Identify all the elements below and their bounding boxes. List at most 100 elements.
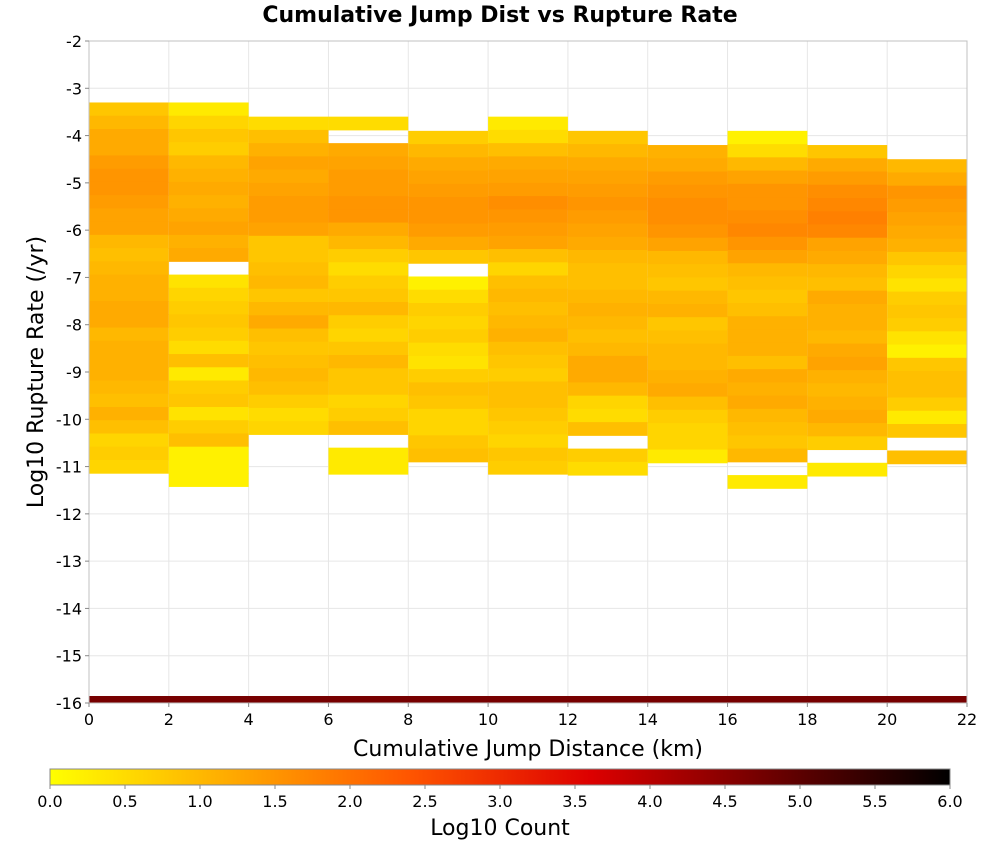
heatmap-cell — [647, 237, 728, 252]
heatmap-cell — [168, 354, 249, 368]
heatmap-cell — [807, 250, 888, 265]
heatmap-cell — [168, 234, 249, 249]
heatmap-cell — [727, 223, 808, 238]
heatmap-cell — [727, 369, 808, 383]
heatmap-bottom-row — [89, 696, 967, 703]
heatmap-cell — [567, 422, 648, 436]
heatmap-cell — [807, 158, 888, 173]
heatmap-cell — [887, 424, 967, 438]
heatmap-cell — [408, 355, 489, 370]
y-tick-label: -3 — [66, 79, 82, 98]
heatmap-cell — [248, 182, 329, 197]
y-axis-label: Log10 Rupture Rate (/yr) — [24, 236, 49, 508]
heatmap-cell — [328, 381, 409, 396]
heatmap-cell — [887, 371, 967, 385]
heatmap-cell — [567, 144, 648, 158]
heatmap-cell — [887, 198, 967, 213]
x-tick-label: 0 — [84, 710, 94, 729]
heatmap-cell — [887, 159, 967, 173]
heatmap-cell — [328, 341, 409, 356]
y-tick-label: -7 — [66, 268, 82, 287]
heatmap-cell — [807, 436, 888, 451]
heatmap-cell — [727, 183, 808, 198]
colorbar-tick-label: 4.0 — [637, 792, 662, 811]
heatmap-cell — [408, 170, 489, 185]
heatmap-cell — [89, 393, 169, 408]
heatmap-cell — [488, 302, 568, 316]
heatmap-cell — [887, 384, 967, 399]
heatmap-cell — [328, 182, 409, 197]
heatmap-cell — [488, 262, 568, 277]
heatmap-cell — [488, 196, 568, 210]
heatmap-cell — [567, 170, 648, 185]
heatmap-cell — [168, 155, 249, 170]
heatmap-cell — [408, 236, 489, 251]
heatmap-cell — [488, 209, 568, 224]
heatmap-cell — [168, 314, 249, 329]
heatmap-cell — [168, 287, 249, 302]
heatmap-cell — [248, 407, 329, 422]
x-axis-label: Cumulative Jump Distance (km) — [353, 737, 703, 762]
y-tick-label: -4 — [66, 127, 82, 146]
heatmap-cell — [567, 316, 648, 330]
heatmap-cell — [887, 225, 967, 240]
heatmap-cell — [567, 197, 648, 211]
heatmap-cell — [647, 145, 728, 159]
heatmap-cell — [887, 344, 967, 359]
colorbar-tick-label: 6.0 — [937, 792, 962, 811]
heatmap-cell — [168, 248, 249, 262]
heatmap-cell — [727, 157, 808, 172]
heatmap-cell — [567, 130, 648, 145]
heatmap-cell — [727, 144, 808, 158]
heatmap-cell — [328, 249, 409, 263]
heatmap-cell — [408, 435, 489, 450]
heatmap-cell — [647, 343, 728, 358]
heatmap-cell — [408, 276, 489, 291]
heatmap-cell — [89, 446, 169, 461]
heatmap-cell — [89, 354, 169, 368]
heatmap-cell — [807, 303, 888, 318]
heatmap-cell — [328, 209, 409, 224]
heatmap-cell — [567, 302, 648, 317]
heatmap-cell — [488, 315, 568, 329]
y-tick-label: -15 — [56, 647, 82, 666]
heatmap-cell — [567, 355, 648, 370]
heatmap-cell — [567, 250, 648, 264]
heatmap-cell — [408, 250, 489, 264]
heatmap-cell — [488, 235, 568, 250]
heatmap-cell — [647, 264, 728, 278]
heatmap-cell — [168, 446, 249, 461]
heatmap-cell — [408, 210, 489, 225]
heatmap-cell — [567, 210, 648, 225]
heatmap-cell — [408, 157, 489, 172]
heatmap-cell — [807, 383, 888, 398]
heatmap-cell — [328, 143, 409, 157]
heatmap-cell — [168, 393, 249, 408]
heatmap-cell — [168, 301, 249, 315]
heatmap-cell — [89, 314, 169, 329]
heatmap-cell — [488, 394, 568, 409]
heatmap-cell — [168, 128, 249, 143]
heatmap-cell — [89, 340, 169, 355]
heatmap-cell — [887, 357, 967, 372]
heatmap-cell — [647, 303, 728, 318]
x-tick-label: 18 — [797, 710, 817, 729]
heatmap-cell — [567, 408, 648, 423]
x-tick-label: 10 — [478, 710, 498, 729]
heatmap-cell — [488, 407, 568, 422]
heatmap-cell — [488, 381, 568, 396]
heatmap-cell — [727, 395, 808, 410]
heatmap-cell — [248, 341, 329, 356]
heatmap-cell — [727, 382, 808, 397]
heatmap-cell — [807, 184, 888, 199]
heatmap-cell — [328, 196, 409, 210]
heatmap-cell — [248, 368, 329, 382]
heatmap-cell — [488, 341, 568, 356]
heatmap-cell — [328, 302, 409, 316]
heatmap-cell — [567, 395, 648, 410]
heatmap-cell — [248, 288, 329, 303]
y-tick-label: -10 — [56, 410, 82, 429]
heatmap-cell — [408, 130, 489, 145]
heatmap-cell — [887, 304, 967, 319]
